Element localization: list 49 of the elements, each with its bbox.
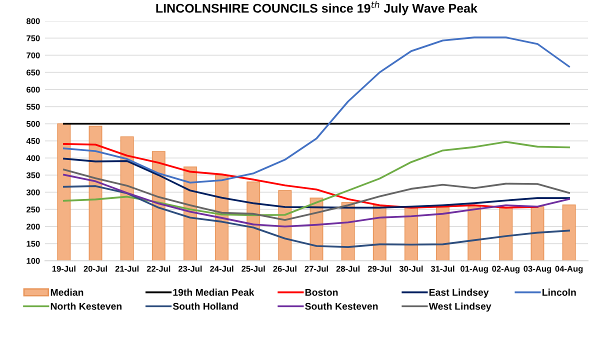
line-series <box>63 174 570 228</box>
legend-label: Median <box>50 288 84 296</box>
x-tick-label: 31-Jul <box>430 266 454 272</box>
y-tick-label: 250 <box>26 206 40 212</box>
y-tick-label: 300 <box>26 189 40 196</box>
y-tick-label: 600 <box>26 86 40 93</box>
y-tick-label: 750 <box>26 35 40 42</box>
x-tick-label: 30-Jul <box>399 266 423 272</box>
x-tick-label: 27-Jul <box>304 266 328 272</box>
x-tick-label: 04-Aug <box>555 266 583 274</box>
x-tick-label: 21-Jul <box>115 266 139 272</box>
legend-label: East Lindsey <box>429 288 489 298</box>
x-tick-label: 03-Aug <box>524 266 552 274</box>
x-tick-label: 23-Jul <box>178 266 202 272</box>
x-tick-label: 28-Jul <box>336 266 360 272</box>
line-series <box>63 143 538 209</box>
y-tick-label: 800 <box>26 18 40 24</box>
legend-label: Boston <box>305 289 338 296</box>
line-series <box>63 185 570 248</box>
legend-label: Lincoln <box>542 288 576 296</box>
y-tick-label: 100 <box>26 258 40 264</box>
x-tick-label: 01-Aug <box>460 266 488 274</box>
x-tick-label: 26-Jul <box>273 266 296 272</box>
y-tick-label: 150 <box>26 240 40 247</box>
line-series <box>63 158 570 209</box>
legend-label: West Lindsey <box>428 302 492 312</box>
legend-label: South Kesteven <box>305 302 378 310</box>
line-series <box>63 140 570 216</box>
legend-label: North Kesteven <box>50 302 122 310</box>
chart-title: LINCOLNSHIRE COUNCILS since 19$^{th}$ July Wave Peak <box>156 1 478 16</box>
y-tick-label: 700 <box>26 52 40 58</box>
y-tick-label: 350 <box>26 172 40 178</box>
y-tick-label: 400 <box>26 155 40 162</box>
y-tick-label: 500 <box>26 120 40 127</box>
y-tick-label: 550 <box>26 104 40 110</box>
legend-label: South Holland <box>172 302 238 310</box>
x-tick-label: 02-Aug <box>492 266 520 274</box>
y-tick-label: 200 <box>26 224 40 230</box>
y-tick-label: 450 <box>26 138 40 144</box>
x-tick-label: 20-Jul <box>84 266 107 272</box>
x-tick-label: 19-Jul <box>52 266 76 272</box>
line-series <box>63 168 570 221</box>
line-series <box>63 36 570 184</box>
y-tick-label: 650 <box>26 70 40 76</box>
x-tick-label: 29-Jul <box>368 266 392 272</box>
x-tick-label: 22-Jul <box>146 266 170 272</box>
x-tick-label: 24-Jul <box>210 266 234 272</box>
x-tick-label: 25-Jul <box>242 266 265 272</box>
legend-label: 19th Median Peak <box>173 288 254 296</box>
